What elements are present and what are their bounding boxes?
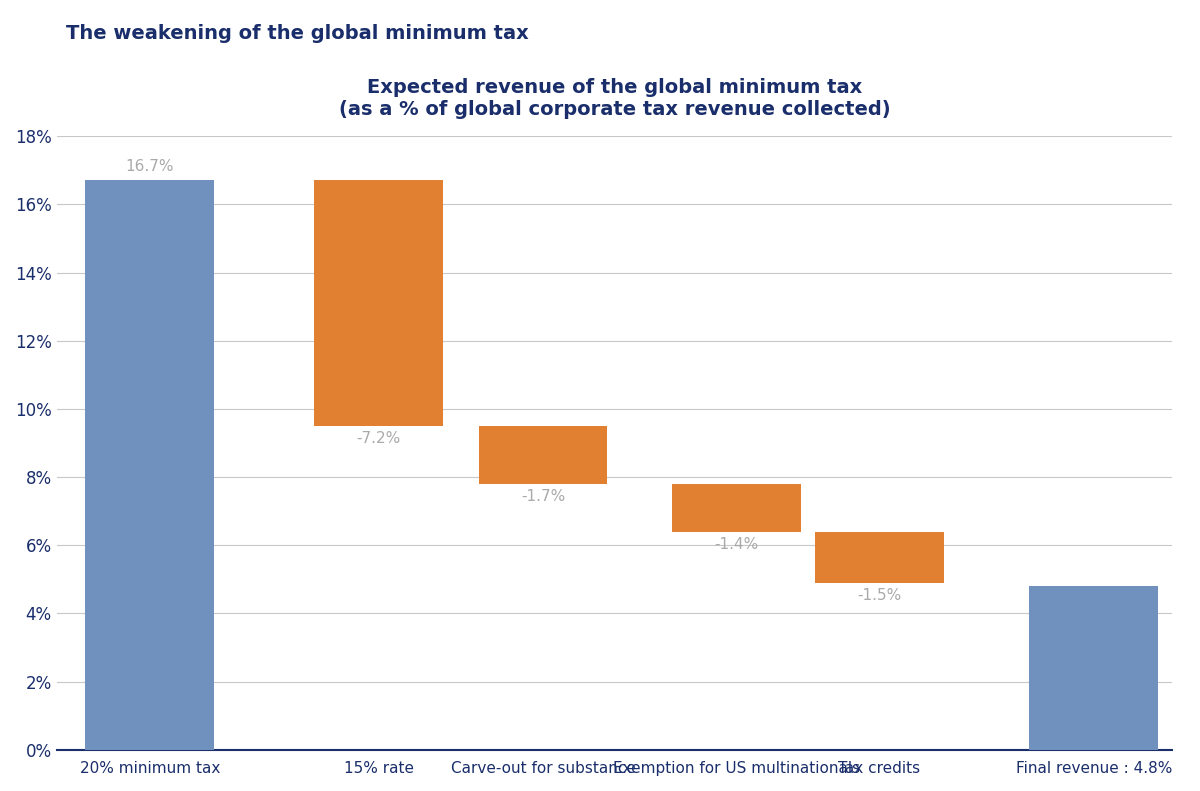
Text: 16.7%: 16.7% xyxy=(126,159,174,173)
Bar xyxy=(1030,586,1158,750)
Bar xyxy=(314,180,443,426)
Text: -7.2%: -7.2% xyxy=(356,431,401,446)
Text: -1.4%: -1.4% xyxy=(714,537,758,552)
Bar xyxy=(85,180,214,750)
Text: -1.7%: -1.7% xyxy=(521,489,565,504)
Text: The weakening of the global minimum tax: The weakening of the global minimum tax xyxy=(66,24,529,43)
Title: Expected revenue of the global minimum tax
(as a % of global corporate tax reven: Expected revenue of the global minimum t… xyxy=(338,78,890,119)
Bar xyxy=(815,532,943,583)
Bar xyxy=(672,484,800,532)
Bar xyxy=(479,426,607,484)
Text: -1.5%: -1.5% xyxy=(857,588,901,603)
